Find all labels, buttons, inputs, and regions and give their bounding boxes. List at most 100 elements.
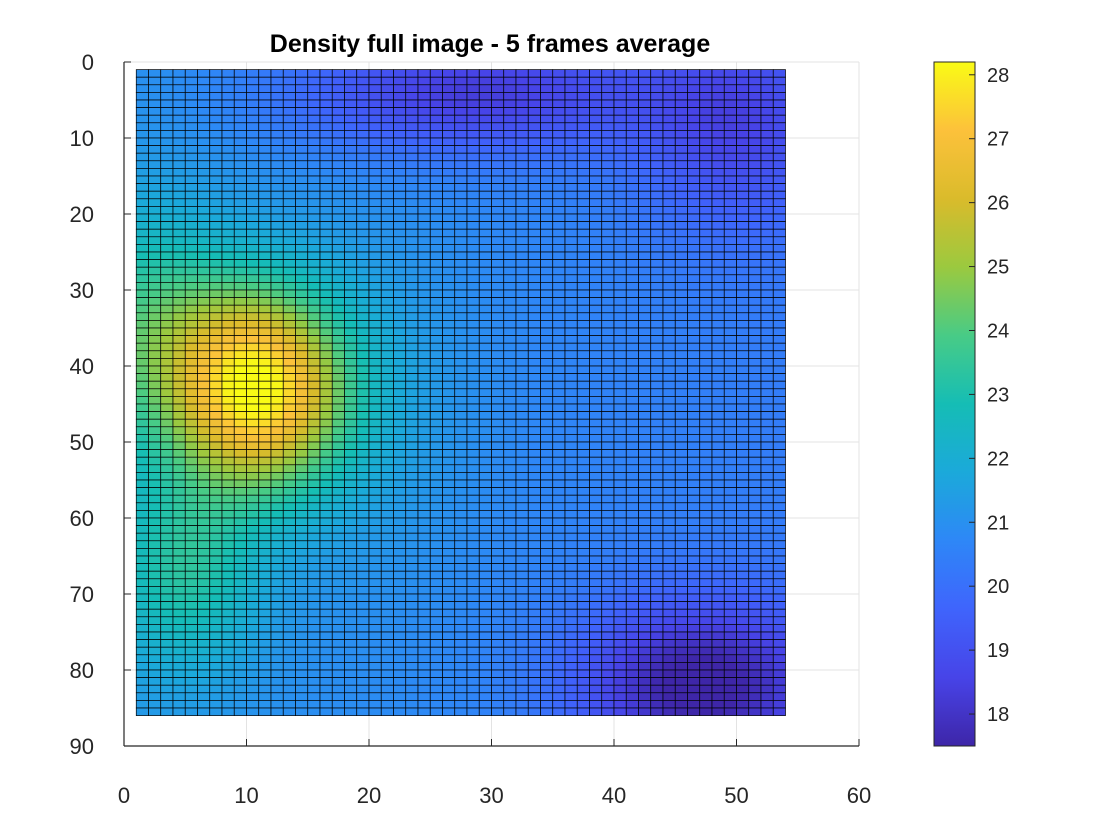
mesh-cell [540,677,554,686]
mesh-cell [601,373,615,382]
mesh-cell [576,358,590,367]
mesh-cell [748,130,762,139]
mesh-cell [760,274,774,283]
mesh-cell [368,677,382,686]
mesh-cell [429,335,443,344]
mesh-cell [723,639,737,648]
mesh-cell [295,251,309,260]
mesh-cell [711,228,725,238]
mesh-cell [478,578,492,587]
mesh-cell [295,221,309,230]
mesh-cell [393,540,407,549]
mesh-cell [307,335,321,344]
mesh-cell [699,601,713,610]
mesh-cell [601,365,615,374]
mesh-cell [160,570,174,580]
mesh-cell [417,365,431,374]
mesh-cell [638,502,652,511]
mesh-cell [270,662,284,671]
mesh-cell [380,380,394,390]
mesh-cell [344,608,358,618]
mesh-cell [429,517,443,526]
mesh-cell [466,190,480,200]
mesh-cell [356,624,370,633]
mesh-cell [552,312,566,321]
mesh-cell [221,517,235,526]
mesh-cell [613,616,627,625]
mesh-cell [662,517,676,526]
mesh-cell [601,578,615,587]
mesh-cell [172,434,186,443]
mesh-cell [209,700,223,709]
mesh-cell [650,684,664,694]
mesh-cell [576,426,590,435]
mesh-cell [478,684,492,694]
mesh-cell [552,608,566,618]
mesh-cell [662,631,676,640]
mesh-cell [209,373,223,382]
mesh-cell [552,69,566,78]
mesh-cell [368,426,382,435]
mesh-cell [368,388,382,397]
mesh-cell [331,130,345,139]
mesh-cell [319,198,333,207]
mesh-cell [503,456,517,466]
mesh-cell [429,494,443,504]
mesh-cell [393,517,407,526]
mesh-cell [650,601,664,610]
mesh-cell [748,487,762,496]
mesh-cell [135,160,149,169]
mesh-cell [295,578,309,587]
mesh-cell [564,540,578,549]
mesh-cell [319,578,333,587]
mesh-cell [429,206,443,215]
mesh-cell [160,411,174,420]
mesh-cell [331,434,345,443]
mesh-cell [380,662,394,671]
mesh-cell [356,677,370,686]
mesh-cell [295,266,309,276]
mesh-cell [380,532,394,542]
mesh-cell [552,472,566,481]
mesh-cell [515,525,529,534]
mesh-cell [454,282,468,291]
mesh-cell [429,593,443,602]
mesh-cell [246,297,260,306]
mesh-cell [638,251,652,260]
mesh-cell [344,76,358,86]
mesh-cell [405,555,419,564]
mesh-cell [295,593,309,602]
mesh-cell [172,152,186,162]
mesh-cell [307,312,321,321]
mesh-cell [772,578,786,587]
mesh-cell [356,449,370,458]
mesh-cell [184,456,198,466]
mesh-cell [638,487,652,496]
mesh-cell [442,441,456,450]
mesh-cell [295,236,309,245]
mesh-cell [454,479,468,488]
mesh-cell [135,198,149,207]
mesh-cell [699,373,713,382]
mesh-cell [662,168,676,177]
mesh-cell [331,479,345,488]
mesh-cell [233,601,247,610]
mesh-cell [221,555,235,564]
mesh-cell [442,274,456,283]
mesh-cell [589,289,603,298]
mesh-cell [356,137,370,146]
mesh-cell [454,380,468,390]
mesh-cell [625,578,639,587]
mesh-cell [258,418,272,428]
mesh-cell [552,76,566,86]
mesh-cell [650,456,664,466]
mesh-cell [699,396,713,405]
mesh-cell [344,403,358,412]
mesh-cell [356,373,370,382]
mesh-cell [135,175,149,184]
mesh-cell [380,160,394,169]
mesh-cell [429,266,443,276]
mesh-cell [466,221,480,230]
mesh-cell [135,532,149,542]
mesh-cell [172,616,186,625]
